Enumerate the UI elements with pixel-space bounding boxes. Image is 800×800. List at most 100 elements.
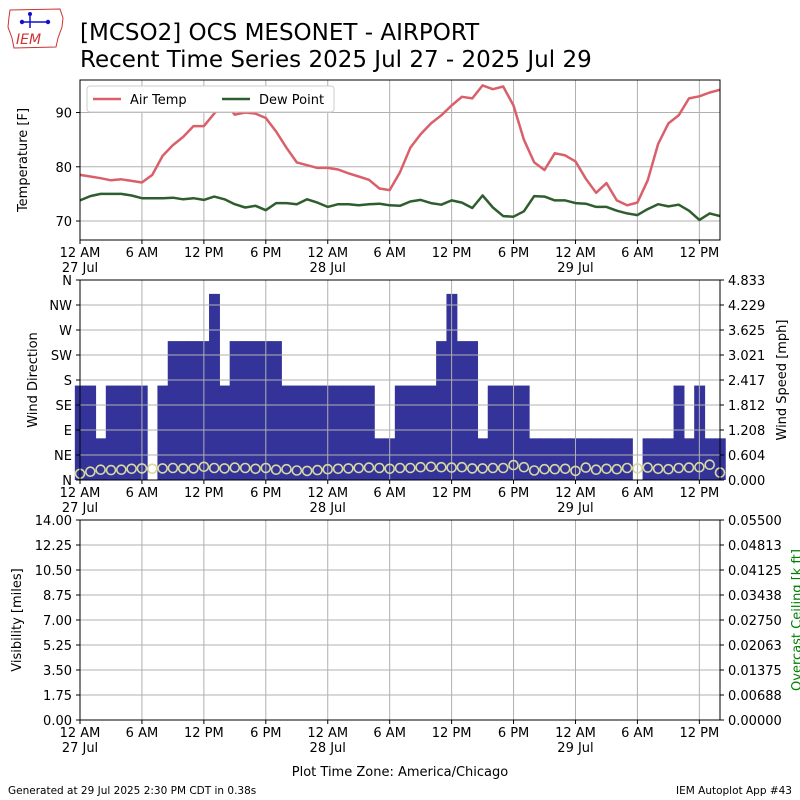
x-tick-label: 6 AM (126, 486, 159, 501)
temperature-y-ticks: 70 80 90 (55, 107, 80, 230)
wind-speed-point (188, 463, 199, 474)
y-tick-label: 14.00 (35, 514, 72, 529)
wind-speed-point (611, 463, 623, 475)
x-tick-label: 12 PM (184, 726, 224, 741)
wind-direction-bar (529, 438, 540, 480)
wind-speed-point (374, 462, 385, 474)
x-tick-label: 6 AM (126, 726, 159, 741)
wind-speed-point (394, 462, 406, 474)
x-tick-date-label: 29 Jul (557, 741, 593, 756)
y2-tick-label: 0.02750 (728, 614, 782, 629)
y2-tick-label: 0.000 (728, 474, 765, 489)
y-tick-label: SE (56, 399, 72, 414)
wind-speed-point (250, 463, 261, 475)
iem-logo: IEM (7, 8, 64, 49)
y-tick-label: S (64, 374, 72, 389)
wind-direction-bar (363, 385, 375, 480)
x-tick-label: 6 PM (250, 726, 281, 741)
x-tick-label: 6 AM (621, 726, 654, 741)
x-tick-label: 6 AM (373, 486, 406, 501)
x-tick-label: 6 PM (498, 246, 529, 261)
x-axis-timezone-label: Plot Time Zone: America/Chicago (292, 765, 508, 780)
wind-direction-bar (487, 385, 499, 480)
y-tick-label: SW (51, 349, 72, 364)
x-tick-label: 12 PM (432, 486, 472, 501)
wind-direction-bar (105, 385, 117, 480)
x-tick-label: 12 PM (184, 486, 224, 501)
y2-tick-label: 0.02063 (728, 639, 782, 654)
wind-speed-point (404, 462, 416, 474)
x-tick-label: 6 PM (250, 486, 281, 501)
y2-tick-label: 1.208 (728, 424, 765, 439)
wind-direction-bar (209, 293, 220, 480)
wind-speed-point (446, 462, 457, 473)
wind-direction-bar (157, 385, 169, 480)
wind-direction-bar (477, 438, 489, 480)
wind-direction-bar (663, 438, 675, 480)
y-tick-label: 10.50 (35, 564, 72, 579)
dew-point-line (79, 192, 721, 222)
wind-direction-bar (250, 341, 262, 480)
y2-tick-label: 0.04813 (728, 539, 782, 554)
wind-speed-point (456, 461, 468, 473)
x-tick-label: 6 PM (250, 246, 281, 261)
x-tick-date-label: 29 Jul (557, 261, 593, 276)
wind-speed-point (301, 465, 313, 477)
wind-speed-point (136, 463, 148, 474)
wind-speed-point (353, 462, 365, 474)
temperature-legend: Air Temp Dew Point (86, 85, 335, 113)
wind-speed-point (601, 463, 612, 475)
x-tick-label: 6 PM (498, 486, 529, 501)
wind-speed-point (363, 462, 375, 473)
ceiling-y-ticks: 0.00000 0.00688 0.01375 0.02063 0.02750 0.034… (720, 514, 782, 729)
wind-speed-point (590, 464, 602, 476)
x-tick-date-label: 27 Jul (62, 501, 98, 516)
wind-speed-point (539, 463, 550, 475)
wind-speed-point (270, 464, 282, 476)
x-tick-date-label: 27 Jul (62, 741, 98, 756)
wind-direction-bar (518, 385, 530, 480)
y2-tick-label: 0.00688 (728, 689, 782, 704)
wind-speed-point (105, 464, 117, 476)
wind-speed-point (497, 462, 509, 474)
iowa-state-outline-icon (7, 8, 64, 49)
visibility-grid (80, 519, 720, 721)
wind-speed-point (343, 463, 354, 474)
wind-speed-point (704, 459, 716, 471)
wind-direction-bar (405, 385, 417, 480)
wind-direction-bar (642, 438, 654, 480)
y2-tick-label: 0.03438 (728, 589, 782, 604)
wind-direction-bar (374, 438, 386, 480)
y-tick-label: N (62, 274, 72, 289)
wind-speed-point (198, 461, 210, 473)
wind-speed-point (322, 463, 334, 475)
wind-speed-point (570, 465, 581, 477)
y2-tick-label: 0.05500 (728, 514, 782, 529)
y-tick-label: 0.00 (43, 714, 72, 729)
legend-air-temp-label: Air Temp (130, 93, 187, 108)
y2-tick-label: 0.01375 (728, 664, 782, 679)
wind-direction-bar (270, 341, 282, 480)
wind-speed-y-ticks: 0.000 0.604 1.208 1.812 2.417 3.021 3.625 4.229… (720, 274, 765, 489)
y-tick-label: 80 (55, 161, 72, 176)
wind-speed-point (219, 463, 230, 474)
x-tick-label: 6 AM (373, 246, 406, 261)
wind-direction-bar (621, 438, 633, 480)
wind-direction-bar (704, 438, 716, 480)
temperature-y-axis-label: Temperature [F] (16, 108, 31, 213)
y-tick-label: 90 (55, 107, 72, 122)
y2-tick-label: 4.229 (728, 299, 765, 314)
wind-direction-bar (281, 385, 293, 480)
wind-speed-point (291, 465, 303, 476)
wind-speed-point (239, 462, 251, 474)
wind-direction-bar (167, 341, 179, 480)
x-tick-label: 12 AM (307, 726, 348, 741)
wind-speed-point (116, 464, 127, 476)
y-tick-label: 12.25 (35, 539, 72, 554)
y2-tick-label: 0.00000 (728, 714, 782, 729)
wind-direction-bar (673, 385, 685, 480)
